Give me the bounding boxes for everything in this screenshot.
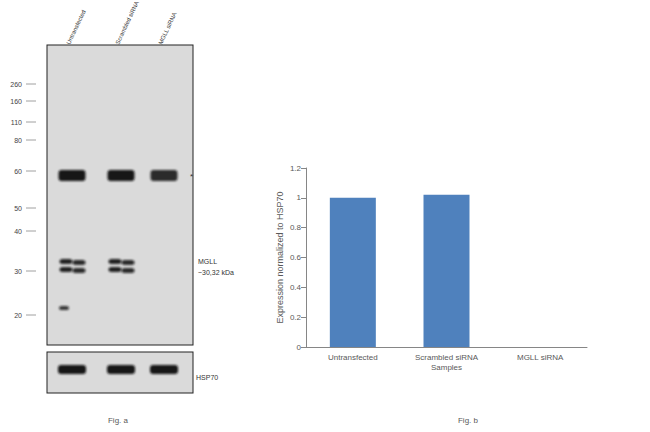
svg-text:1.2: 1.2 [290, 164, 302, 173]
svg-text:50: 50 [14, 205, 22, 212]
svg-text:Scrambled siRNA: Scrambled siRNA [415, 353, 479, 362]
svg-text:Samples: Samples [431, 363, 462, 372]
svg-text:MGLL siRNA: MGLL siRNA [517, 353, 564, 362]
svg-text:0.8: 0.8 [290, 223, 302, 232]
svg-text:60: 60 [14, 168, 22, 175]
svg-text:Fig. a: Fig. a [108, 416, 129, 425]
svg-text:30: 30 [14, 268, 22, 275]
svg-text:Fig. b: Fig. b [458, 416, 479, 425]
svg-text:80: 80 [14, 137, 22, 144]
svg-text:0: 0 [297, 343, 302, 352]
svg-text:20: 20 [14, 312, 22, 319]
svg-text:110: 110 [11, 119, 22, 126]
svg-text:0.6: 0.6 [290, 253, 302, 262]
svg-text:Expression normalized to HSP70: Expression normalized to HSP70 [275, 191, 285, 323]
svg-text:Untransfected: Untransfected [65, 9, 86, 45]
svg-text:Untransfected: Untransfected [328, 353, 378, 362]
svg-text:Scrambled siRNA: Scrambled siRNA [114, 0, 139, 45]
svg-text:0.4: 0.4 [290, 283, 302, 292]
svg-text:260: 260 [10, 81, 22, 88]
svg-text:40: 40 [14, 228, 22, 235]
svg-text:MGLL siRNA: MGLL siRNA [157, 11, 177, 45]
svg-text:HSP70: HSP70 [196, 374, 218, 381]
svg-text:160: 160 [10, 98, 22, 105]
svg-text:1: 1 [297, 193, 302, 202]
svg-text:MGLL: MGLL [198, 258, 217, 265]
svg-text:*: * [190, 172, 193, 181]
svg-text:0.2: 0.2 [290, 313, 302, 322]
svg-text:~30,32 kDa: ~30,32 kDa [198, 269, 234, 276]
